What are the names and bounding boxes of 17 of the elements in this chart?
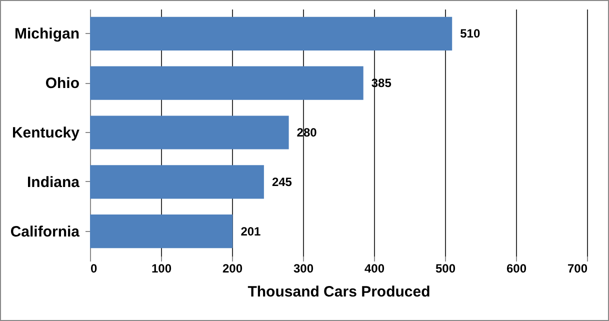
x-tick-label: 600 <box>506 262 527 276</box>
x-tick-label: 300 <box>293 262 314 276</box>
y-tick-label: Indiana <box>26 174 80 191</box>
data-label: 245 <box>272 174 292 189</box>
data-label: 201 <box>240 224 262 238</box>
x-tick-label: 700 <box>567 262 588 276</box>
x-axis-title: Thousand Cars Produced <box>248 284 430 300</box>
y-tick-label: Kentucky <box>12 124 80 142</box>
y-tick-label: Ohio <box>45 75 80 92</box>
y-tick-label: California <box>10 223 80 240</box>
x-tick-label: 500 <box>435 262 456 276</box>
x-tick-label: 0 <box>90 262 98 276</box>
x-tick-label: 100 <box>151 262 172 276</box>
x-tick-label: 400 <box>364 262 385 276</box>
x-tick-label: 200 <box>222 262 243 276</box>
y-tick-label: Michigan <box>14 26 80 43</box>
data-label: 510 <box>460 26 480 41</box>
